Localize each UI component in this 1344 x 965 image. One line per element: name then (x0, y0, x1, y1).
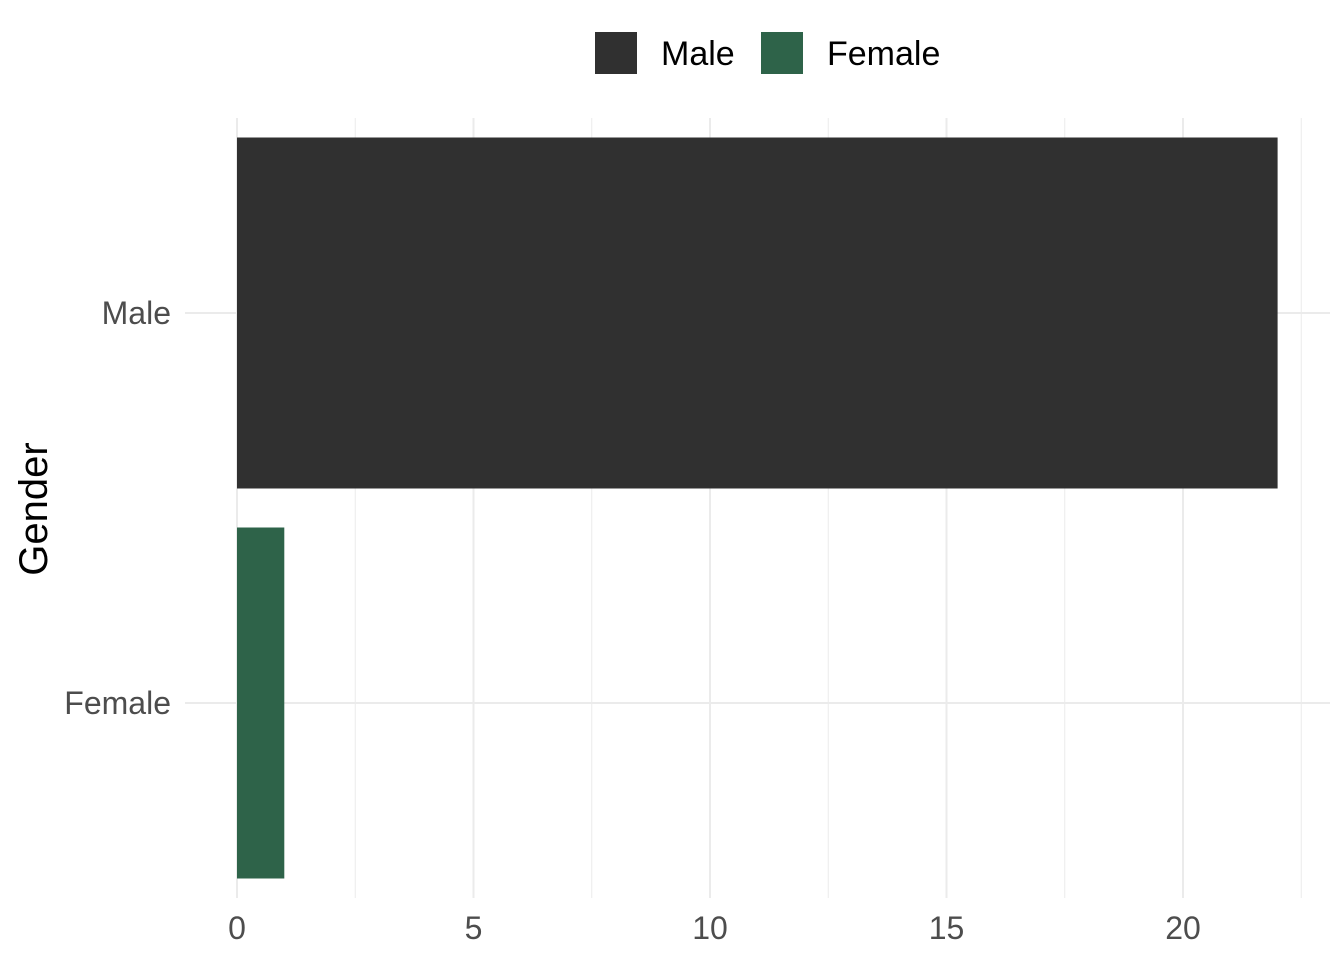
y-tick-label: Female (64, 685, 171, 721)
y-axis-tick-labels: Male Female (64, 295, 171, 721)
x-tick-label: 5 (465, 910, 483, 946)
legend: Male Female (595, 32, 940, 74)
bar-female (237, 527, 285, 879)
y-tick-label: Male (102, 295, 171, 331)
x-tick-label: 15 (929, 910, 965, 946)
x-tick-label: 20 (1165, 910, 1201, 946)
bar-male (237, 137, 1278, 489)
legend-item-male: Male (595, 32, 735, 74)
legend-swatch (595, 32, 637, 74)
legend-swatch (761, 32, 803, 74)
x-tick-label: 0 (228, 910, 246, 946)
y-axis-title: Gender (12, 442, 56, 575)
bars (237, 137, 1278, 879)
x-tick-label: 10 (692, 910, 728, 946)
legend-label: Female (827, 35, 940, 73)
legend-label: Male (661, 35, 735, 73)
legend-item-female: Female (761, 32, 940, 74)
x-axis-tick-labels: 0 5 10 15 20 (228, 910, 1201, 946)
